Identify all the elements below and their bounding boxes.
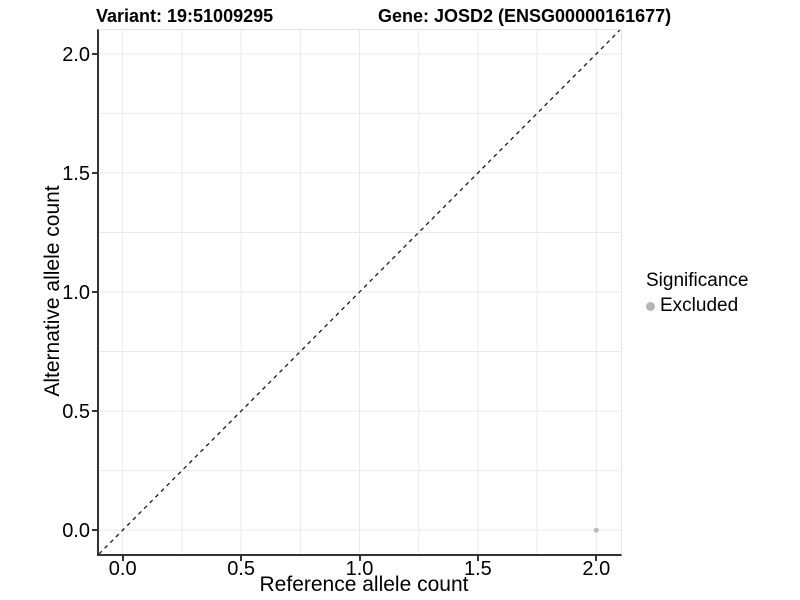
x-tick-label: 0.5	[227, 558, 255, 580]
scatter-plot-canvas	[99, 30, 620, 554]
x-tick-label: 1.0	[345, 558, 374, 580]
x-tick-label: 2.0	[582, 558, 611, 580]
x-tick-mark	[476, 556, 479, 561]
y-tick-mark	[92, 529, 97, 532]
y-tick-label: 1.5	[62, 162, 90, 185]
identity-dashed-line	[99, 30, 620, 554]
x-tick-mark	[240, 556, 243, 561]
legend-title: Significance	[646, 270, 749, 291]
y-tick-mark	[92, 52, 97, 55]
plot-panel	[97, 29, 622, 556]
y-tick-mark	[92, 171, 97, 174]
y-tick-mark	[92, 291, 97, 293]
y-tick-label: 0.5	[62, 401, 90, 424]
y-tick-mark	[92, 410, 97, 413]
x-tick-mark	[595, 556, 598, 561]
legend: Significance Excluded	[646, 270, 748, 317]
legend-point-icon	[646, 301, 655, 311]
legend-item-label: Excluded	[660, 295, 739, 316]
x-tick-label: 1.5	[463, 558, 492, 580]
variant-title: Variant: 19:51009295	[96, 6, 274, 26]
x-tick-label: 0.0	[108, 558, 137, 580]
x-tick-mark	[358, 556, 361, 561]
x-tick-mark	[121, 556, 124, 561]
y-tick-label: 1.0	[62, 282, 90, 304]
legend-item: Excluded	[646, 295, 748, 317]
gene-title: Gene: JOSD2 (ENSG00000161677)	[378, 6, 672, 26]
y-tick-label: 2.0	[62, 43, 90, 66]
y-tick-label: 0.0	[62, 520, 90, 543]
x-axis-title: Reference allele count	[259, 573, 469, 596]
data-point	[593, 527, 599, 533]
